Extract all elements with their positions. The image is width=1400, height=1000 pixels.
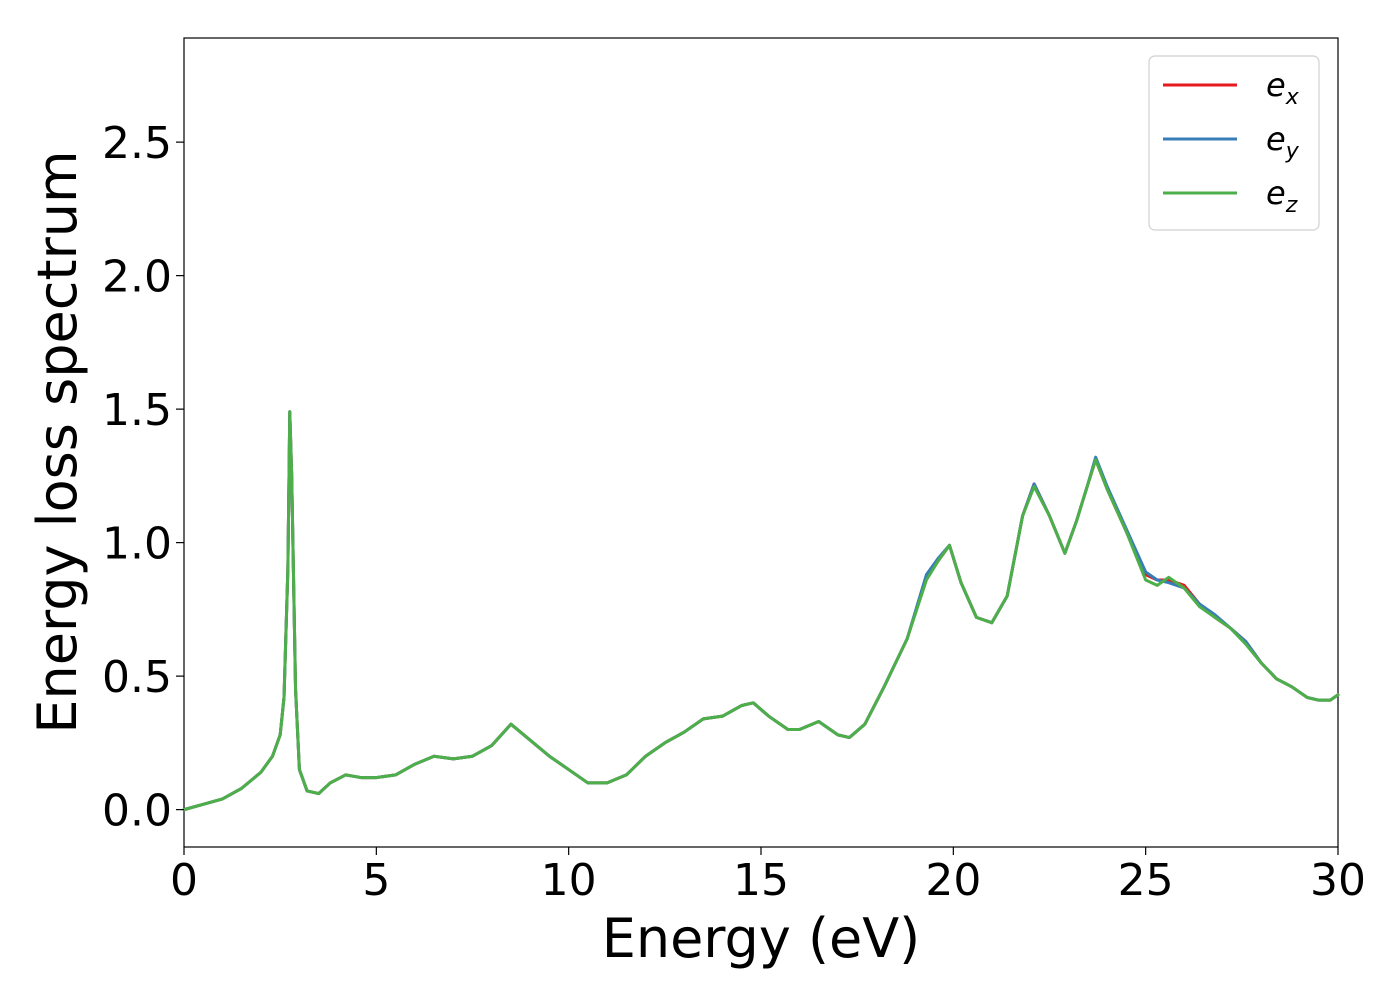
x-tick-label: 0 (170, 855, 198, 906)
x-axis: 0 5 10 15 20 25 30 (170, 847, 1366, 906)
y-axis: 0.0 0.5 1.0 1.5 2.0 2.5 (102, 118, 184, 837)
y-tick-label: 0.5 (102, 652, 172, 703)
series-layer (182, 410, 1340, 812)
y-tick-label: 1.0 (102, 519, 172, 570)
legend: ex ey ez (1148, 55, 1320, 231)
y-tick-label: 1.5 (102, 385, 172, 436)
y-axis-label: Energy loss spectrum (26, 150, 89, 733)
x-tick-label: 5 (362, 855, 390, 906)
y-tick-label: 2.0 (102, 252, 172, 303)
y-tick-label: 2.5 (102, 118, 172, 169)
legend-label-y: ey (1266, 120, 1300, 164)
x-tick-label: 10 (541, 855, 597, 906)
y-tick-label: 0.0 (102, 786, 172, 837)
x-tick-label: 20 (925, 855, 981, 906)
legend-label-x: ex (1266, 66, 1300, 110)
x-tick-label: 30 (1310, 855, 1366, 906)
legend-label-z: ez (1266, 174, 1298, 218)
series-line-z (182, 410, 1340, 812)
x-tick-label: 15 (733, 855, 789, 906)
legend-box (1148, 55, 1320, 231)
x-tick-label: 25 (1118, 855, 1174, 906)
x-axis-label: Energy (eV) (602, 907, 921, 970)
